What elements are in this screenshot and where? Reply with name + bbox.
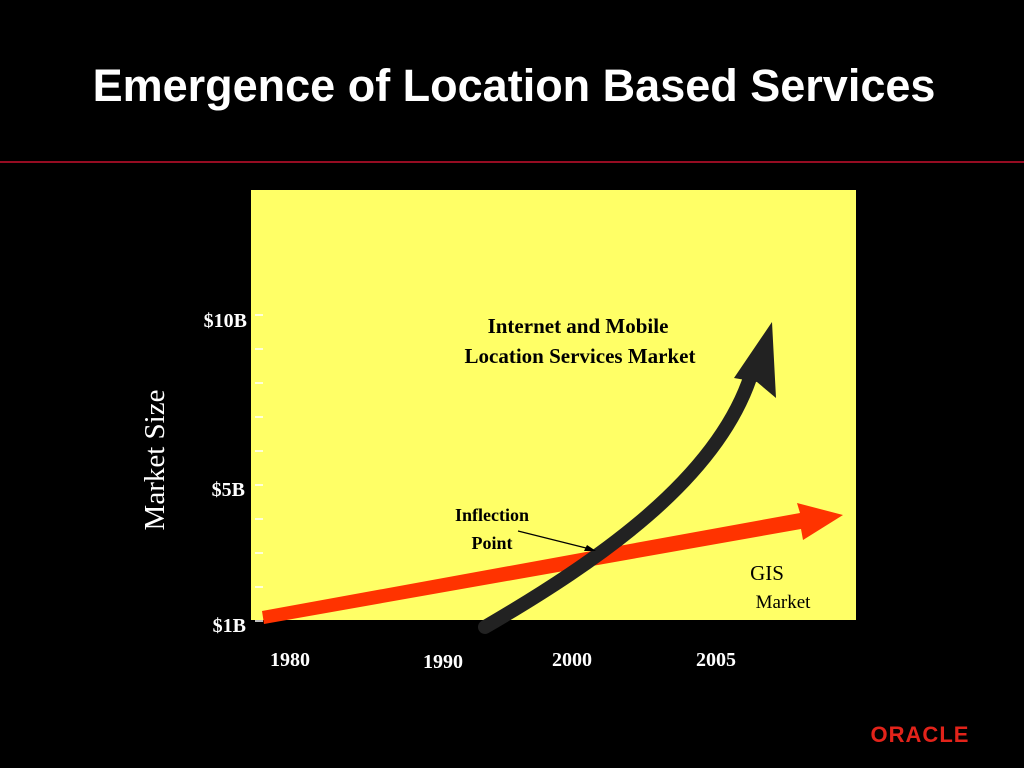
gis-arrow	[262, 503, 843, 624]
y-axis-title: Market Size	[139, 390, 171, 531]
y-tick-label: $10B	[204, 310, 247, 332]
annotation: Internet and Mobile	[488, 314, 669, 338]
pointer-head	[584, 545, 596, 551]
x-tick-label: 1990	[423, 651, 463, 673]
annotation: Inflection	[455, 505, 529, 525]
annotation: Location Services Market	[465, 344, 696, 368]
y-tick-label: $1B	[213, 615, 246, 637]
x-tick-label: 2000	[552, 649, 592, 671]
annotation: Point	[471, 533, 512, 553]
y-tick-label: $5B	[212, 479, 245, 501]
y-ticks	[255, 314, 263, 622]
annotation: GIS	[750, 561, 784, 585]
pointer-line	[517, 530, 591, 550]
internet-arrowhead	[734, 322, 776, 398]
chart-area	[251, 190, 856, 620]
slide-title: Emergence of Location Based Services	[93, 60, 936, 111]
x-tick-label: 2005	[696, 649, 736, 671]
annotation: Market	[756, 592, 812, 613]
x-tick-label: 1980	[270, 649, 310, 671]
internet-arrow	[478, 371, 757, 634]
oracle-logo: ORACLE	[871, 722, 970, 747]
